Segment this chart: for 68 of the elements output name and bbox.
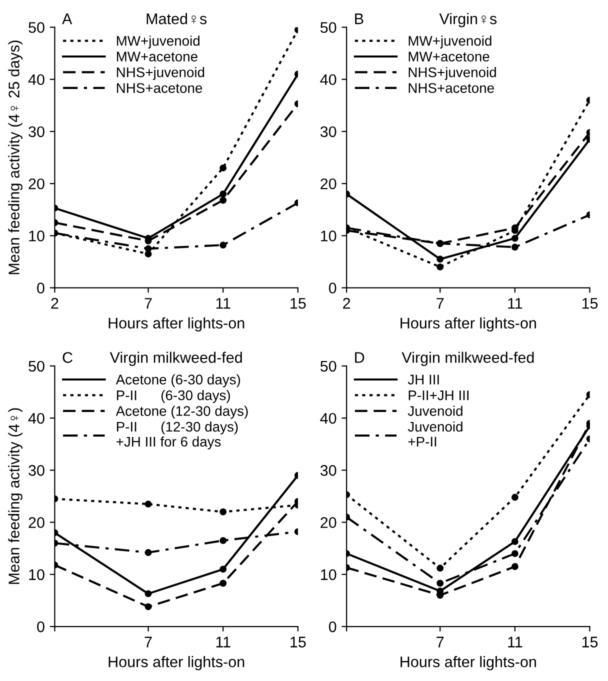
y-tick-label: 0 [37,282,44,294]
chart-title: Mated♀s [146,13,207,24]
x-axis-title: Hours after lights-on [400,317,536,332]
x-tick-label: 11 [216,298,230,309]
y-tick-label: 50 [320,360,336,372]
x-tick-label: 15 [290,636,306,648]
legend-label: JH III [408,374,439,384]
legend-label: Juvenoid +P-II [408,421,462,446]
legend-label: MW+juvenoid [408,36,492,49]
x-tick-label: 7 [144,636,152,648]
y-axis-title: Mean feeding activity (4♀) [8,408,22,584]
x-tick-label: 15 [582,636,598,648]
text: A [62,14,72,24]
legend-label: MW+acetone [116,52,198,62]
x-axis-title: Hours after lights-on [108,317,244,332]
y-tick-label: 40 [28,412,44,424]
y-tick-label: 0 [328,282,336,294]
x-tick-label: 11 [508,298,522,309]
y-tick-label: 10 [321,230,336,242]
y-tick-label: 30 [28,126,44,138]
x-tick-label: 2 [51,298,58,309]
y-axis-title: Mean feeding activity (4♀ 25 days) [8,40,22,274]
x-tick-label: 2 [343,298,350,309]
y-tick-label: 50 [320,22,336,33]
y-tick-label: 10 [29,230,44,242]
y-tick-label: 50 [28,22,44,33]
y-tick-label: 10 [321,569,336,580]
y-tick-label: 0 [328,621,336,632]
y-tick-label: 30 [320,465,336,476]
legend-label: MW+juvenoid [116,36,200,49]
x-tick-label: 7 [144,298,152,309]
text: D [355,352,364,363]
text: C [62,352,72,363]
legend-label: NHS+acetone [408,83,494,93]
legend-label: NHS+juvenoid [116,67,204,80]
y-tick-label: 0 [37,621,44,632]
legend-label: P-II+JH III [408,390,469,400]
x-tick-label: 15 [582,298,598,309]
x-tick-label: 15 [290,298,306,309]
chart-title: Virgin milkweed-fed [402,352,534,366]
y-tick-label: 30 [320,126,336,138]
y-tick-label: 50 [28,360,44,372]
y-tick-label: 10 [29,569,44,580]
y-tick-label: 20 [28,178,44,190]
y-tick-label: 20 [28,517,44,528]
legend-label: Acetone (12-30 days) [116,406,248,419]
y-tick-label: 20 [320,517,336,528]
x-tick-label: 11 [508,636,522,648]
chart-title: Virgin♀s [439,13,497,28]
x-axis-title: Hours after lights-on [108,656,244,670]
legend-label: MW+acetone [408,52,490,62]
y-tick-label: 20 [320,178,336,190]
text: B [355,14,364,24]
x-tick-label: 7 [436,636,444,648]
y-tick-label: 40 [28,74,44,86]
y-tick-label: 30 [28,465,44,476]
legend-label: Acetone (6-30 days) [116,374,240,388]
legend-label: P-II (6-30 days) [116,390,230,403]
y-tick-label: 40 [320,74,336,86]
legend-label: P-II (12-30 days) +JH III for 6 days [116,421,238,450]
chart-title: Virgin milkweed-fed [110,352,242,366]
legend-label: NHS+juvenoid [408,67,496,80]
y-tick-label: 40 [320,412,336,424]
x-tick-label: 7 [436,298,444,309]
legend-label: NHS+acetone [116,83,202,93]
x-tick-label: 11 [216,636,230,648]
legend-label: Juvenoid [408,406,462,416]
x-axis-title: Hours after lights-on [400,656,536,670]
